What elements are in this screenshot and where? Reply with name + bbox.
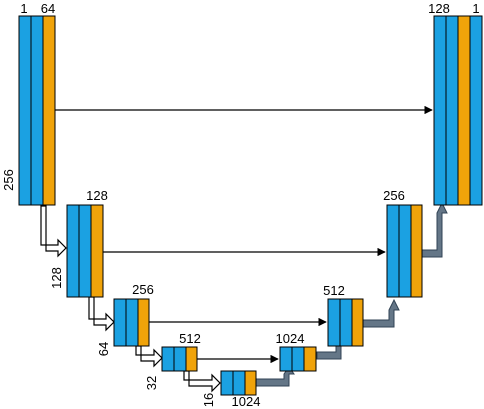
enc1-channels-label-b: 64 [41, 1, 55, 16]
feature-map-blue [30, 15, 44, 206]
output-block [433, 15, 483, 206]
encoder-block-1 [18, 15, 56, 206]
decoder-block-3 [327, 298, 364, 347]
downsample-arrow-1 [40, 205, 67, 258]
feature-map-orange [90, 204, 104, 298]
feature-map-blue [232, 370, 246, 396]
downsample-arrow-2 [88, 296, 115, 332]
feature-maps [18, 15, 483, 396]
encoder-block-3 [113, 298, 150, 347]
feature-map-orange [244, 370, 257, 396]
feature-map-orange [137, 298, 150, 347]
feature-map-blue [78, 204, 92, 298]
output-channels-label-b: 1 [472, 1, 479, 16]
feature-map-blue [433, 15, 447, 206]
decoder-block-4 [279, 346, 317, 372]
feature-map-blue [125, 298, 139, 347]
feature-map-blue [469, 15, 483, 206]
feature-map-blue [386, 204, 400, 298]
encoder-block-4 [161, 346, 198, 372]
enc4-size-label: 32 [144, 376, 159, 390]
skip-connections [55, 105, 433, 364]
upsample-arrow-3 [362, 298, 400, 328]
enc2-size-label: 128 [49, 267, 64, 289]
feature-map-orange [457, 15, 471, 206]
downsample-arrow-4 [183, 370, 221, 393]
feature-map-blue [339, 298, 353, 347]
feature-map-blue [113, 298, 127, 347]
feature-map-blue [398, 204, 412, 298]
bottleneck-block [220, 370, 257, 396]
enc1-size-label: 256 [1, 169, 16, 191]
dec4-channels-label: 1024 [276, 331, 305, 346]
feature-map-orange [303, 346, 317, 372]
feature-map-blue [279, 346, 293, 372]
feature-map-orange [185, 346, 198, 372]
feature-map-blue [445, 15, 459, 206]
upsample-arrow-4 [421, 201, 448, 258]
feature-map-blue [220, 370, 234, 396]
feature-map-blue [161, 346, 175, 372]
output-channels-label-a: 128 [428, 1, 450, 16]
feature-map-orange [42, 15, 56, 206]
upsample-arrow-1 [255, 366, 295, 387]
enc1-channels-label-a: 1 [20, 1, 27, 16]
enc3-channels-label: 256 [132, 282, 154, 297]
bottleneck-size-label: 16 [201, 393, 216, 407]
downsample-arrows [40, 205, 221, 393]
enc3-size-label: 64 [96, 342, 111, 356]
encoder-block-2 [66, 204, 104, 298]
enc4-channels-label: 512 [179, 331, 201, 346]
dec3-channels-label: 512 [323, 283, 345, 298]
feature-map-orange [410, 204, 423, 298]
downsample-arrow-3 [135, 345, 163, 368]
feature-map-blue [66, 204, 80, 298]
feature-map-blue [327, 298, 341, 347]
dec2-channels-label: 256 [383, 188, 405, 203]
decoder-block-2 [386, 204, 423, 298]
feature-map-blue [18, 15, 32, 206]
bottleneck-channels-label: 1024 [232, 394, 261, 409]
feature-map-blue [173, 346, 187, 372]
enc2-channels-label: 128 [86, 188, 108, 203]
feature-map-orange [351, 298, 364, 347]
feature-map-blue [291, 346, 305, 372]
